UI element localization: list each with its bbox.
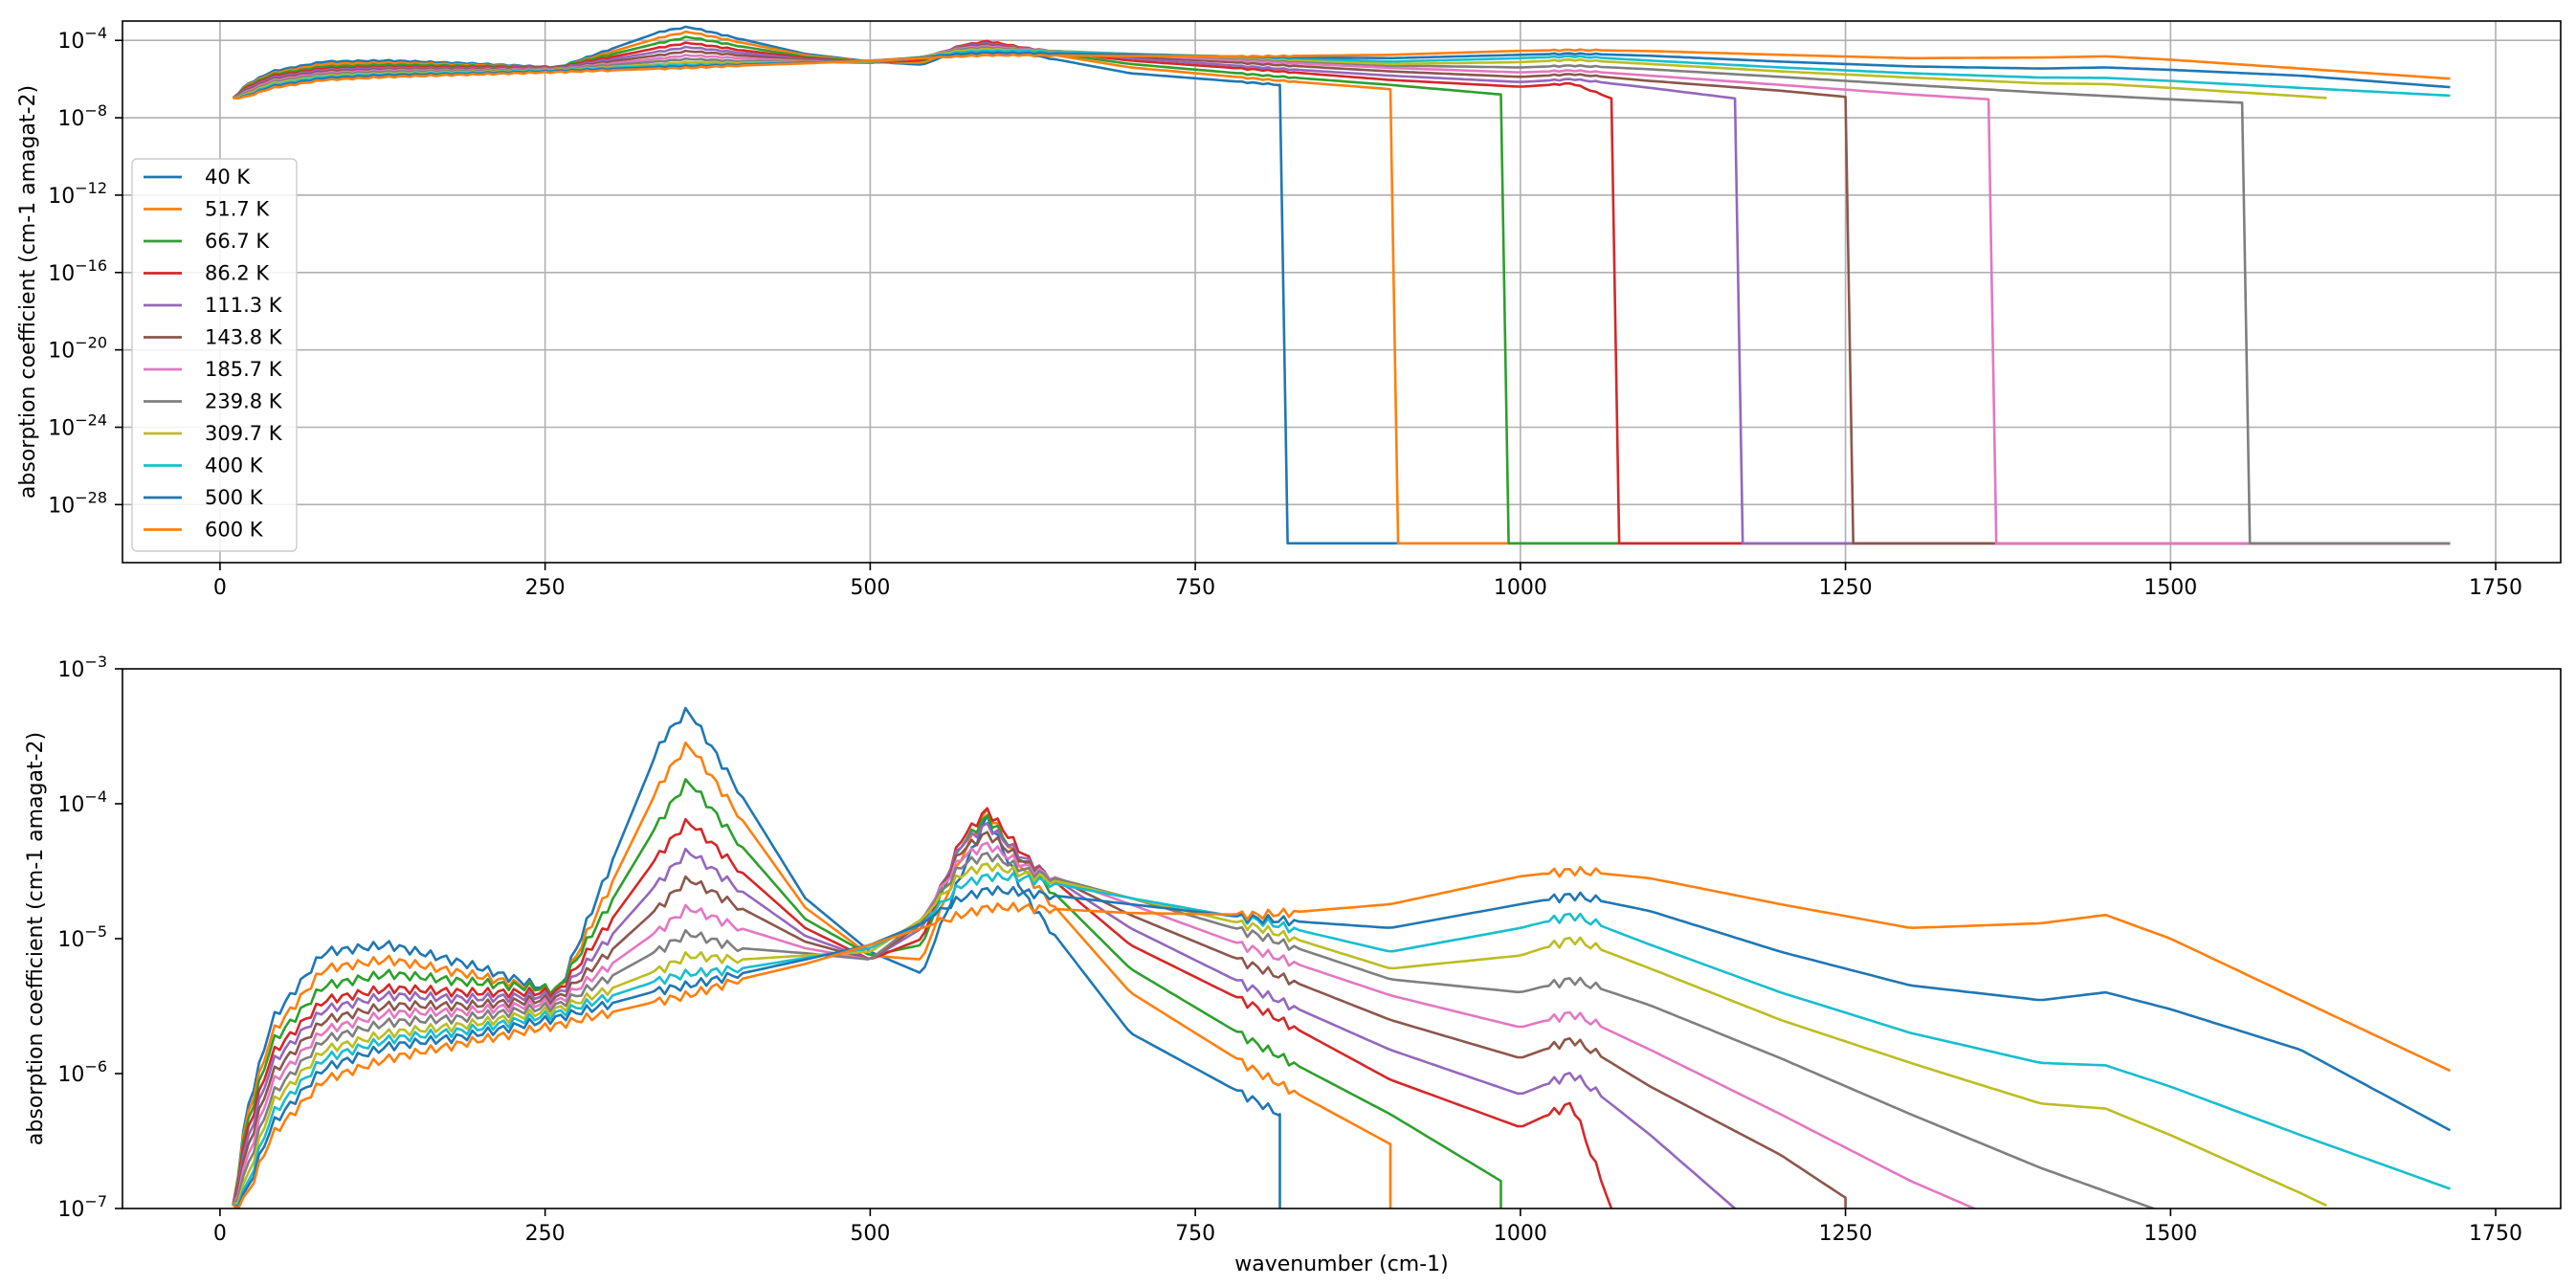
legend-label: 143.8 K <box>205 326 283 349</box>
top-chart-panel: 0 250 500 750 1000 1250 1500 1750 10−4 10−8 10−12… <box>16 20 2562 600</box>
bottom-series-line-600-k <box>232 866 2452 1208</box>
top-series-line-40-k <box>232 25 2451 545</box>
bottom-y-tick-label: 10−7 <box>57 1192 107 1222</box>
legend-label: 309.7 K <box>205 422 283 445</box>
top-series-line-86-2-k <box>232 39 2451 545</box>
top-series-line-51-7-k <box>232 30 2451 545</box>
bottom-series-line-239-8-k <box>232 852 2158 1208</box>
legend-label: 66.7 K <box>205 230 270 253</box>
bottom-x-tick-label: 1000 <box>1494 1222 1547 1246</box>
bottom-series-line-309-7-k <box>232 862 2327 1208</box>
bottom-y-axis-label: absorption coefficient (cm-1 amagat-2) <box>24 732 48 1145</box>
bottom-y-tick-label: 10−3 <box>57 653 107 682</box>
top-y-tick-label: 10−16 <box>48 256 107 286</box>
bottom-y-tick-label: 10−4 <box>57 787 107 817</box>
top-y-tick-label: 10−12 <box>48 179 107 209</box>
top-grid <box>122 21 2561 563</box>
top-x-tick-label: 1000 <box>1494 576 1547 600</box>
legend-label: 111.3 K <box>205 294 283 317</box>
top-x-tick-label: 1500 <box>2143 576 2197 600</box>
top-x-tick-label: 1750 <box>2469 576 2522 600</box>
top-y-ticks: 10−4 10−8 10−12 10−16 10−20 10−24 10−28 <box>48 24 122 518</box>
bottom-x-tick-label: 0 <box>213 1222 227 1246</box>
top-y-tick-label: 10−24 <box>48 411 107 441</box>
bottom-x-ticks: 0 250 500 750 1000 1250 1500 1750 <box>213 1208 2522 1246</box>
bottom-y-tick-label: 10−5 <box>57 922 107 952</box>
top-y-axis-label: absorption coefficient (cm-1 amagat-2) <box>16 85 40 499</box>
top-x-tick-label: 0 <box>213 576 227 600</box>
bottom-series-line-40-k <box>232 706 1281 1208</box>
top-series-line-66-7-k <box>232 35 2451 545</box>
bottom-y-tick-label: 10−6 <box>57 1057 107 1087</box>
top-series-line-185-7-k <box>233 44 2451 545</box>
top-axes-frame <box>122 20 2562 564</box>
bottom-series-line-111-3-k <box>232 821 1737 1208</box>
top-y-tick-label: 10−20 <box>48 334 107 364</box>
bottom-series-line-66-7-k <box>232 778 1502 1208</box>
top-series-line-143-8-k <box>233 43 2451 545</box>
bottom-series-line-400-k <box>233 871 2451 1208</box>
top-x-tick-label: 1250 <box>1819 576 1873 600</box>
bottom-x-tick-label: 750 <box>1175 1222 1215 1246</box>
legend-label: 400 K <box>205 455 264 477</box>
legend-label: 239.8 K <box>205 390 283 413</box>
top-y-tick-label: 10−4 <box>57 24 107 54</box>
bottom-x-axis-label: wavenumber (cm-1) <box>1234 1253 1449 1276</box>
top-x-tick-label: 500 <box>850 576 890 600</box>
top-y-tick-label: 10−8 <box>57 101 107 131</box>
bottom-axes-frame <box>122 668 2562 1209</box>
top-series-lines <box>232 25 2451 545</box>
bottom-series-line-185-7-k <box>232 841 1978 1208</box>
bottom-x-tick-label: 250 <box>525 1222 566 1246</box>
top-x-tick-label: 250 <box>525 576 566 600</box>
legend-label: 185.7 K <box>205 358 283 381</box>
legend-label: 600 K <box>205 519 264 542</box>
bottom-series-line-51-7-k <box>232 741 1392 1208</box>
bottom-y-ticks: 10−3 10−4 10−5 10−6 10−7 <box>57 653 122 1222</box>
legend: 40 K 51.7 K 66.7 K 86.2 K 111.3 K 143.8 K 185.… <box>131 158 298 552</box>
legend-label: 40 K <box>205 166 251 188</box>
bottom-series-line-86-2-k <box>232 807 1613 1208</box>
legend-label: 86.2 K <box>205 262 270 285</box>
bottom-x-tick-label: 1250 <box>1819 1222 1873 1246</box>
top-x-ticks: 0 250 500 750 1000 1250 1500 1750 <box>213 563 2522 600</box>
top-series-line-600-k <box>233 48 2451 100</box>
legend-label: 51.7 K <box>205 198 270 221</box>
top-y-tick-label: 10−28 <box>48 488 107 518</box>
bottom-x-tick-label: 1750 <box>2469 1222 2522 1246</box>
bottom-series-line-500-k <box>233 885 2452 1208</box>
bottom-series-lines <box>232 706 2452 1208</box>
bottom-x-tick-label: 500 <box>850 1222 890 1246</box>
bottom-x-tick-label: 1500 <box>2143 1222 2197 1246</box>
legend-label: 500 K <box>205 486 264 509</box>
bottom-chart-panel: 0 250 500 750 1000 1250 1500 1750 10−310−410−51… <box>24 653 2562 1276</box>
top-series-line-239-8-k <box>233 46 2451 545</box>
top-x-tick-label: 750 <box>1175 576 1215 600</box>
legend-frame <box>131 158 298 552</box>
